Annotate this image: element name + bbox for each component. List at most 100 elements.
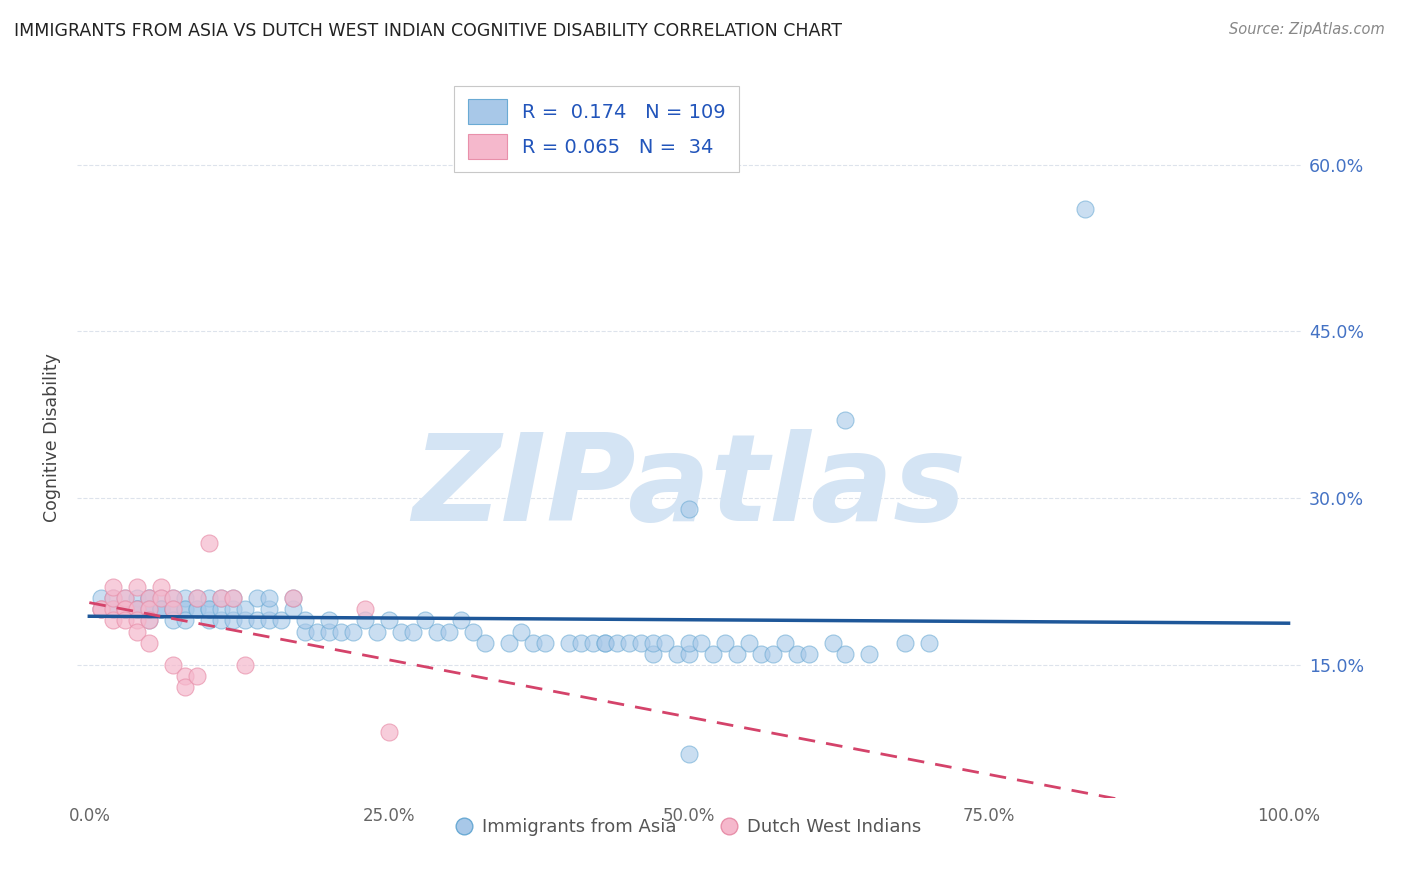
Point (103, 602, 125, 616)
Point (725, 647, 748, 661)
Point (738, 636, 761, 650)
Point (186, 602, 208, 616)
Point (426, 624, 449, 639)
Point (150, 580, 173, 594)
Point (138, 602, 160, 616)
Point (522, 636, 544, 650)
Text: ZIPatlas: ZIPatlas (412, 429, 966, 546)
Point (138, 614, 160, 628)
Point (174, 680, 197, 694)
Point (103, 614, 125, 628)
Point (162, 602, 184, 616)
Point (474, 636, 496, 650)
Point (90, 602, 112, 616)
Point (257, 591, 280, 606)
Point (186, 602, 208, 616)
Point (1073, 202, 1095, 217)
Point (209, 591, 232, 606)
Point (103, 591, 125, 606)
Point (413, 614, 436, 628)
Point (150, 602, 173, 616)
Point (90, 602, 112, 616)
Point (114, 591, 136, 606)
Text: Source: ZipAtlas.com: Source: ZipAtlas.com (1229, 22, 1385, 37)
Point (114, 614, 136, 628)
Point (174, 614, 197, 628)
Point (103, 580, 125, 594)
Point (606, 636, 628, 650)
Point (270, 614, 292, 628)
Point (150, 602, 173, 616)
Point (127, 624, 149, 639)
Point (162, 591, 184, 606)
Point (858, 647, 880, 661)
Point (222, 602, 245, 616)
Point (773, 636, 796, 650)
Point (138, 602, 160, 616)
Point (665, 647, 688, 661)
Point (402, 624, 425, 639)
Point (678, 636, 700, 650)
Point (162, 591, 184, 606)
Point (569, 636, 592, 650)
Point (378, 614, 401, 628)
Point (762, 647, 785, 661)
Point (138, 591, 160, 606)
Point (186, 591, 208, 606)
Point (222, 614, 245, 628)
Point (318, 624, 340, 639)
Point (582, 636, 605, 650)
Point (593, 636, 616, 650)
Point (127, 614, 149, 628)
Point (630, 636, 652, 650)
Point (330, 624, 353, 639)
Point (318, 614, 340, 628)
Point (209, 602, 232, 616)
Point (283, 591, 305, 606)
Point (678, 502, 700, 516)
Point (534, 636, 557, 650)
Point (114, 602, 136, 616)
Point (617, 636, 640, 650)
Point (114, 591, 136, 606)
Point (90, 602, 112, 616)
Point (222, 591, 245, 606)
Point (162, 602, 184, 616)
Point (174, 602, 197, 616)
Point (690, 636, 713, 650)
Point (593, 636, 616, 650)
Point (498, 636, 520, 650)
Point (257, 614, 280, 628)
Point (678, 647, 700, 661)
Point (257, 602, 280, 616)
Point (294, 614, 316, 628)
Point (233, 657, 256, 672)
Point (103, 591, 125, 606)
Point (174, 591, 197, 606)
Point (127, 591, 149, 606)
Point (918, 636, 941, 650)
Point (749, 647, 772, 661)
Point (186, 669, 208, 683)
Point (138, 591, 160, 606)
Point (162, 657, 184, 672)
Point (114, 602, 136, 616)
Point (127, 602, 149, 616)
Point (510, 624, 533, 639)
Point (366, 624, 388, 639)
Point (450, 614, 472, 628)
Point (198, 535, 221, 549)
Point (797, 647, 820, 661)
Point (678, 747, 700, 761)
Point (461, 624, 484, 639)
Point (834, 647, 856, 661)
Point (702, 647, 724, 661)
Point (103, 602, 125, 616)
Point (641, 636, 664, 650)
Point (127, 602, 149, 616)
Point (246, 614, 269, 628)
Point (834, 413, 856, 427)
Point (127, 602, 149, 616)
Point (174, 602, 197, 616)
Point (150, 602, 173, 616)
